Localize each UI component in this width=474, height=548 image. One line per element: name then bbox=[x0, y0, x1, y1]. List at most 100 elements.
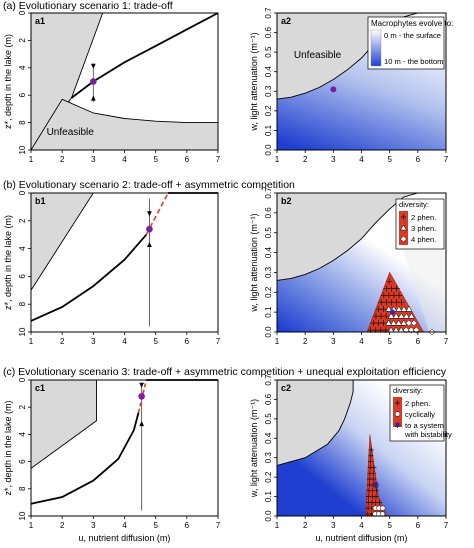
x-tick-label: 7 bbox=[216, 521, 221, 530]
marker-2-phen bbox=[386, 278, 393, 285]
y-tick-label: 6 bbox=[18, 274, 27, 279]
y-tick-label: 0 bbox=[18, 10, 27, 15]
legend-top-label: 0 m - the surface bbox=[384, 31, 441, 40]
marker-2-phen bbox=[368, 447, 374, 453]
marker-2-phen bbox=[398, 299, 405, 306]
marker-2-phen bbox=[393, 285, 400, 292]
x-tick-label: 6 bbox=[185, 521, 190, 530]
marker-3-phen bbox=[400, 319, 408, 326]
marker-2-phen bbox=[370, 320, 377, 327]
x-tick-label: 3 bbox=[331, 155, 336, 164]
marker-2-phen bbox=[371, 464, 377, 471]
x-tick-label: 4 bbox=[359, 521, 364, 530]
marker-2-phen bbox=[380, 306, 387, 313]
y-tick-label: 0.0 bbox=[264, 326, 273, 338]
marker-2-phen bbox=[396, 292, 403, 299]
y-tick-label: 6 bbox=[18, 92, 27, 97]
y-tick-label: 0 bbox=[18, 377, 27, 382]
marker-3-phen bbox=[395, 319, 403, 326]
legend-marker-bistability bbox=[394, 422, 401, 428]
unfeasible-label: Unfeasible bbox=[294, 50, 342, 61]
y-tick-label: 2 bbox=[18, 404, 27, 409]
x-tick-label: 5 bbox=[387, 337, 392, 346]
legend-marker-4 bbox=[400, 235, 407, 243]
bistability-point bbox=[372, 481, 380, 489]
y-tick-label: 2 bbox=[18, 38, 27, 43]
scenario-b-title: (b) Evolutionary scenario 2: trade-off +… bbox=[3, 179, 295, 191]
legend-item-label-cont: with bistability bbox=[404, 430, 452, 439]
marker-4-phen bbox=[405, 319, 413, 327]
x-tick-label: 1 bbox=[275, 155, 280, 164]
evolutionary-equilibrium-line bbox=[70, 12, 219, 99]
legend-title: diversity: bbox=[399, 200, 429, 209]
marker-2-phen bbox=[376, 499, 382, 505]
marker-2-phen bbox=[388, 285, 395, 292]
x-tick-label: 4 bbox=[359, 155, 364, 164]
y-tick-label: 0.5 bbox=[264, 46, 273, 58]
legend-color-bar bbox=[370, 29, 382, 67]
y-tick-label: 0.1 bbox=[264, 306, 273, 318]
y-tick-label: 6 bbox=[18, 459, 27, 464]
marker-3-phen bbox=[385, 319, 392, 326]
marker-cyclic bbox=[380, 505, 386, 511]
y-tick-label: 0.6 bbox=[264, 26, 273, 38]
y-tick-label: 0.1 bbox=[264, 490, 273, 502]
y-tick-label: 0.7 bbox=[264, 374, 273, 386]
legend-marker-cyclic bbox=[394, 411, 401, 417]
panel-label: b2 bbox=[281, 196, 292, 206]
x-tick-label: 4 bbox=[122, 521, 127, 530]
singular-strategy-point bbox=[90, 78, 97, 85]
y-tick-label: 0.4 bbox=[264, 66, 273, 78]
marker-2-phen bbox=[383, 299, 390, 306]
marker-2-phen bbox=[375, 320, 382, 327]
equilibrium-line-0 bbox=[30, 412, 140, 505]
y-tick-label: 4 bbox=[18, 432, 27, 437]
marker-2-phen bbox=[388, 299, 395, 306]
y-tick-label: 10 bbox=[18, 327, 27, 336]
panel-label: a1 bbox=[35, 16, 45, 26]
x-tick-label: 2 bbox=[303, 155, 308, 164]
x-tick-label: 3 bbox=[91, 521, 96, 530]
x-tick-label: 5 bbox=[153, 155, 158, 164]
panel-label: c1 bbox=[35, 383, 45, 393]
x-tick-label: 7 bbox=[216, 337, 221, 346]
marker-3-phen bbox=[408, 312, 415, 319]
y-axis-label: w, light attenuation (m⁻¹) bbox=[249, 399, 259, 498]
marker-3-phen bbox=[385, 305, 393, 312]
x-axis-label: u, nutrient diffusion (m) bbox=[316, 533, 408, 543]
x-tick-label: 3 bbox=[91, 337, 96, 346]
marker-3-phen bbox=[395, 305, 403, 312]
y-axis-label: w, light attenuation (m⁻¹) bbox=[249, 213, 259, 312]
y-tick-label: 0.7 bbox=[264, 187, 273, 199]
x-tick-label: 3 bbox=[331, 337, 336, 346]
y-tick-label: 0.7 bbox=[264, 7, 273, 19]
equilibrium-line-0 bbox=[30, 234, 147, 322]
legend-item-label: 2 phen. bbox=[411, 213, 436, 222]
y-tick-label: 0.5 bbox=[264, 413, 273, 425]
x-tick-label: 2 bbox=[303, 337, 308, 346]
y-axis-label: w, light attenuation (m⁻¹) bbox=[249, 32, 259, 131]
legend-marker-2 bbox=[395, 400, 400, 406]
legend-item-label: 2 phen. bbox=[405, 399, 430, 408]
b1-up-arrow bbox=[147, 242, 152, 248]
y-axis-label: z*, depth in the lake (m) bbox=[3, 400, 13, 495]
marker-2-phen bbox=[380, 292, 387, 299]
x-tick-label: 2 bbox=[60, 521, 65, 530]
y-tick-label: 0.4 bbox=[264, 246, 273, 258]
y-tick-label: 4 bbox=[18, 246, 27, 251]
x-tick-label: 2 bbox=[303, 521, 308, 530]
legend-title: Macrophytes evolve to: bbox=[371, 19, 453, 28]
x-axis-label: u, nutrient diffusion (m) bbox=[79, 533, 171, 543]
x-tick-label: 4 bbox=[359, 337, 364, 346]
y-axis-label: z*, depth in the lake (m) bbox=[3, 215, 13, 310]
legend-item-label: to a system bbox=[405, 421, 444, 430]
x-tick-label: 1 bbox=[275, 521, 280, 530]
x-tick-label: 6 bbox=[416, 521, 421, 530]
x-tick-label: 6 bbox=[185, 155, 190, 164]
marker-3-phen bbox=[405, 305, 413, 312]
legend-title: diversity: bbox=[393, 386, 423, 395]
a1-down-arrow bbox=[90, 63, 96, 69]
marker-2-phen bbox=[383, 313, 390, 320]
marker-2-phen bbox=[378, 299, 385, 306]
